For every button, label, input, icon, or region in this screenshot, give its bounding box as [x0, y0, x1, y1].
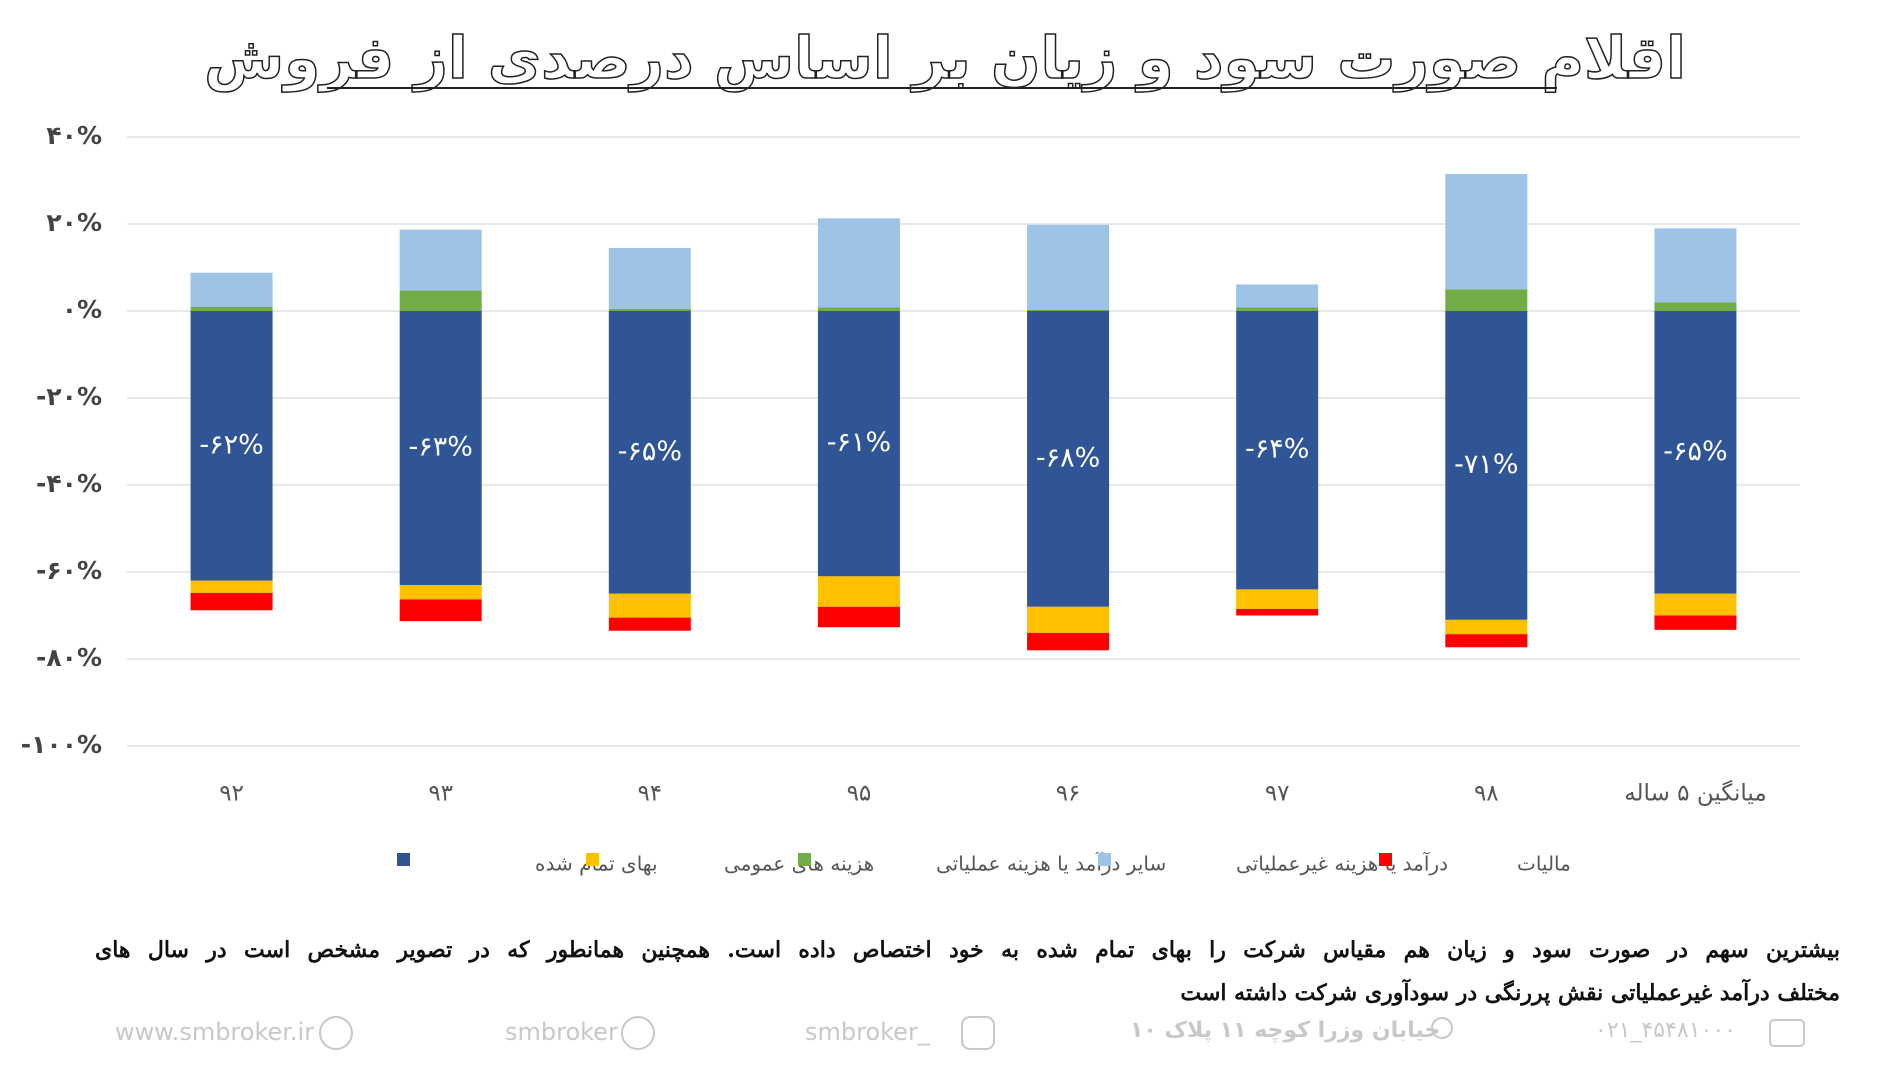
- legend-label: درآمد یا هزینه غیرعملیاتی: [1236, 851, 1448, 876]
- bar-segment: [1654, 615, 1737, 630]
- bar-segment: [399, 229, 482, 291]
- legend-swatch: [1098, 853, 1111, 866]
- bar-segment: [1654, 311, 1737, 594]
- footer-website: www.smbroker.ir: [115, 1018, 315, 1046]
- legend-label: سایر درآمد یا هزینه عملیاتی: [936, 851, 1166, 876]
- bar-segment: [399, 311, 482, 586]
- bar-segment: [608, 311, 691, 594]
- y-tick-label: -۲۰%: [36, 382, 102, 411]
- bar-segment: [190, 311, 273, 581]
- bar-segment: [1445, 634, 1528, 648]
- paragraph-line: بیشترین سهم در صورت سود و زیان هم مقیاس …: [95, 937, 1840, 963]
- value-label: -۷۱%: [1454, 449, 1518, 480]
- x-tick-label: میانگین ۵ ساله: [1624, 780, 1766, 807]
- value-label: -۶۲%: [199, 429, 263, 460]
- bar-segment: [1027, 224, 1110, 310]
- bar-segment: [1236, 284, 1319, 308]
- legend-swatch: [586, 853, 599, 866]
- value-label: -۶۴%: [1245, 434, 1309, 465]
- footer-icons: [319, 1016, 1805, 1050]
- x-tick-label: ۹۷: [1265, 781, 1290, 807]
- y-tick-label: ۴۰%: [46, 121, 102, 150]
- bar-segment: [1654, 593, 1737, 616]
- bar-segment: [190, 272, 273, 307]
- bar-segment: [1445, 173, 1528, 290]
- bar-segment: [399, 599, 482, 622]
- y-tick-label: -۴۰%: [36, 469, 102, 498]
- y-tick-label: -۶۰%: [36, 556, 102, 585]
- bar-segment: [1027, 309, 1110, 311]
- paragraph-line: مختلف درآمد غیرعملیاتی نقش پررنگی در سود…: [1180, 980, 1840, 1006]
- bar-segment: [399, 585, 482, 600]
- footer-phone: ۰۲۱_۴۵۴۸۱۰۰۰: [1595, 1018, 1736, 1043]
- y-tick-label: ۰%: [62, 295, 102, 324]
- bar-segment: [608, 617, 691, 631]
- bar-segment: [1654, 302, 1737, 311]
- bar-segment: [399, 290, 482, 311]
- bar-segment: [1236, 311, 1319, 590]
- bar-segment: [1027, 311, 1110, 607]
- bar-segment: [190, 580, 273, 593]
- x-tick-label: ۹۴: [637, 781, 662, 807]
- y-tick-label: ۲۰%: [46, 208, 102, 237]
- footer-address: خیابان وزرا کوچه ۱۱ پلاک ۱۰: [1130, 1018, 1441, 1043]
- bar-segment: [817, 218, 900, 308]
- y-tick-label: -۱۰۰%: [21, 730, 102, 759]
- bar-segment: [1654, 228, 1737, 303]
- bar-segment: [1236, 608, 1319, 616]
- footer-telegram: smbroker: [505, 1018, 618, 1046]
- bar-segment: [190, 306, 273, 311]
- bar-segment: [1236, 589, 1319, 609]
- bar-segment: [1445, 289, 1528, 311]
- bar-segment: [1236, 307, 1319, 311]
- footer-instagram: smbroker_: [805, 1018, 930, 1046]
- bar-segment: [1027, 606, 1110, 633]
- bar-segment: [608, 247, 691, 309]
- bar-segment: [817, 606, 900, 628]
- value-label: -۶۳%: [408, 432, 472, 463]
- x-tick-label: ۹۳: [428, 781, 453, 807]
- x-tick-label: ۹۸: [1474, 781, 1499, 807]
- legend-swatch: [798, 853, 811, 866]
- bar-segment: [817, 307, 900, 311]
- chart-title: اقلام صورت سود و زیان بر اساس درصدی از ف…: [204, 24, 1686, 93]
- legend-swatch: [397, 853, 410, 866]
- legend-label: مالیات: [1517, 852, 1571, 876]
- value-label: -۶۵%: [618, 436, 682, 467]
- bar-segment: [817, 311, 900, 577]
- value-label: -۶۱%: [827, 427, 891, 458]
- legend-swatch: [1379, 853, 1392, 866]
- bar-segment: [1445, 619, 1528, 635]
- bar-segment: [817, 576, 900, 607]
- x-tick-label: ۹۶: [1056, 781, 1081, 807]
- value-label: -۶۸%: [1036, 442, 1100, 473]
- bar-segment: [608, 308, 691, 311]
- bar-segment: [608, 593, 691, 618]
- value-label: -۶۵%: [1663, 436, 1727, 467]
- bar-segment: [1445, 311, 1528, 620]
- y-tick-label: -۸۰%: [36, 643, 102, 672]
- x-tick-label: ۹۵: [847, 781, 872, 807]
- bar-segment: [190, 592, 273, 611]
- x-tick-label: ۹۲: [219, 781, 244, 807]
- bar-segment: [1027, 632, 1110, 651]
